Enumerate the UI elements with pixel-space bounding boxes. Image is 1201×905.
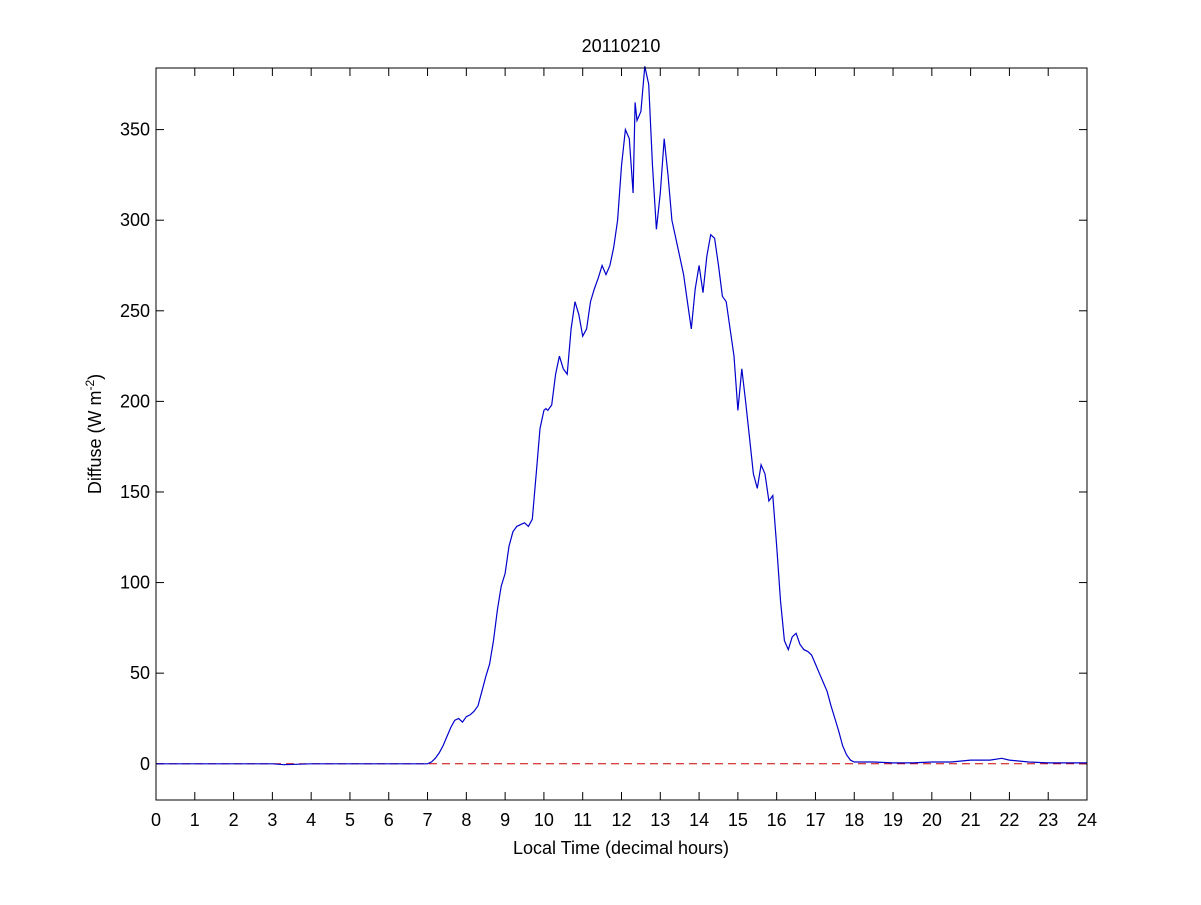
y-axis-label-main: Diffuse (W m — [85, 390, 105, 494]
y-tick-label: 50 — [130, 663, 150, 683]
x-tick-label: 17 — [805, 810, 825, 830]
x-tick-label: 16 — [767, 810, 787, 830]
y-axis-ticks: 0 50 100 150 200 250 300 350 — [120, 120, 1087, 774]
x-tick-label: 14 — [689, 810, 709, 830]
x-axis-label: Local Time (decimal hours) — [513, 838, 729, 858]
x-tick-label: 5 — [345, 810, 355, 830]
x-tick-label: 24 — [1077, 810, 1097, 830]
x-tick-label: 4 — [306, 810, 316, 830]
x-tick-label: 9 — [500, 810, 510, 830]
y-axis-label-superscript: -2 — [83, 379, 97, 390]
y-tick-label: 300 — [120, 210, 150, 230]
y-tick-label: 0 — [140, 754, 150, 774]
series-line-diffuse — [156, 66, 1087, 766]
y-tick-label: 350 — [120, 120, 150, 140]
x-tick-label: 10 — [534, 810, 554, 830]
y-axis-label-close: ) — [85, 374, 105, 380]
x-tick-label: 12 — [611, 810, 631, 830]
x-tick-label: 3 — [267, 810, 277, 830]
x-tick-label: 19 — [883, 810, 903, 830]
x-tick-label: 2 — [229, 810, 239, 830]
x-tick-label: 21 — [961, 810, 981, 830]
y-tick-label: 250 — [120, 301, 150, 321]
x-tick-label: 15 — [728, 810, 748, 830]
y-tick-label: 100 — [120, 573, 150, 593]
plot-area-frame — [155, 67, 1088, 801]
x-tick-label: 8 — [461, 810, 471, 830]
x-tick-label: 18 — [844, 810, 864, 830]
x-tick-label: 6 — [384, 810, 394, 830]
y-tick-label: 150 — [120, 482, 150, 502]
x-tick-label: 1 — [190, 810, 200, 830]
y-tick-label: 200 — [120, 391, 150, 411]
x-tick-label: 23 — [1038, 810, 1058, 830]
x-tick-label: 0 — [151, 810, 161, 830]
x-tick-label: 20 — [922, 810, 942, 830]
x-tick-label: 13 — [650, 810, 670, 830]
y-axis-label: Diffuse (W m-2) — [83, 374, 105, 494]
x-tick-label: 7 — [423, 810, 433, 830]
x-tick-label: 22 — [999, 810, 1019, 830]
x-tick-label: 11 — [573, 810, 592, 830]
x-axis-ticks: 0 1 2 3 4 5 6 7 8 9 10 11 12 13 14 15 16 17 18 19 20 21 22 23 24 — [151, 68, 1097, 830]
chart-title: 20110210 — [582, 36, 661, 56]
